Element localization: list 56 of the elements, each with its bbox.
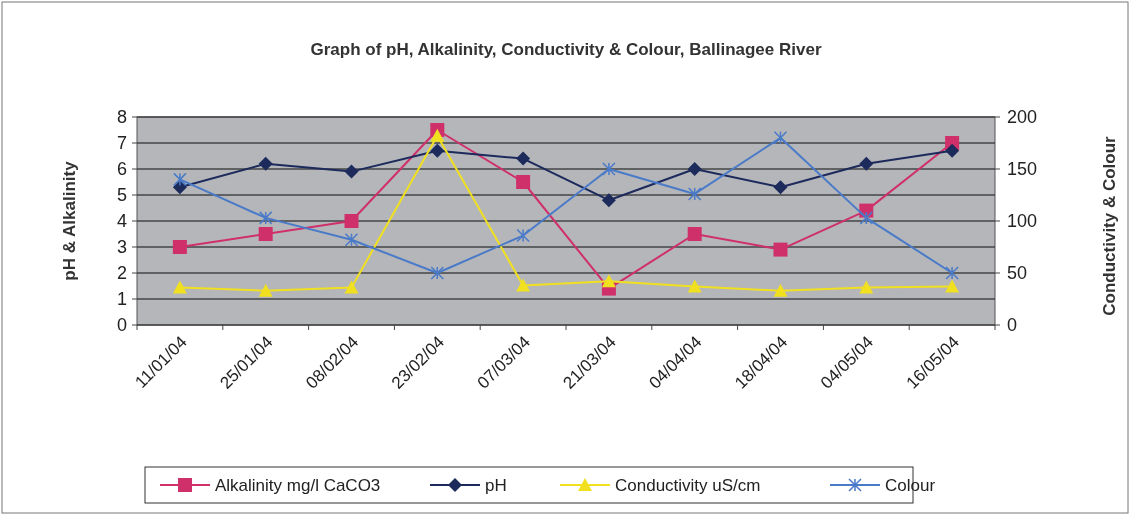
point: [601, 193, 616, 208]
y2-tick-label: 200: [1007, 107, 1038, 128]
point: [430, 266, 445, 280]
y-tick-label: 8: [116, 107, 127, 128]
point: [430, 128, 445, 142]
point: [258, 283, 273, 297]
point: [172, 280, 187, 294]
y-tick-label: 0: [116, 315, 127, 336]
point: [258, 227, 273, 241]
y2-tick-label: 50: [1007, 263, 1028, 284]
y-tick-label: 3: [116, 237, 127, 258]
point: [945, 266, 959, 280]
legend-label: Colour: [885, 475, 936, 495]
point: [945, 143, 960, 158]
y-tick-label: 7: [116, 133, 127, 154]
point: [172, 240, 187, 254]
y-tick-label: 4: [116, 211, 127, 232]
y-axis-title: pH & Alkalinity: [60, 160, 79, 281]
point: [773, 283, 788, 297]
point: [258, 211, 273, 225]
y2-tick-label: 150: [1007, 159, 1038, 180]
point: [344, 232, 359, 247]
legend-label: pH: [485, 475, 507, 495]
point: [859, 280, 874, 294]
point: [516, 228, 530, 243]
y-tick-label: 6: [116, 159, 127, 180]
y-tick-label: 2: [116, 263, 127, 284]
y-tick-label: 5: [116, 185, 127, 206]
point: [687, 227, 702, 241]
legend-label: Conductivity uS/cm: [615, 475, 761, 495]
point: [687, 187, 702, 201]
point: [773, 131, 788, 145]
point: [344, 280, 359, 294]
point: [773, 242, 788, 257]
chart-title: Graph of pH, Alkalinity, Conductivity & Colour, Ballinagee River: [310, 40, 822, 59]
point: [173, 172, 187, 187]
point: [258, 156, 273, 171]
point: [344, 164, 359, 179]
y-tick-label: 1: [116, 289, 127, 310]
point: [687, 279, 702, 293]
point: [430, 143, 445, 158]
point: [773, 180, 788, 195]
point: [945, 279, 960, 293]
point: [516, 278, 531, 292]
point: [859, 211, 874, 225]
y2-axis-title: Conductivity & Colour: [1100, 135, 1119, 316]
y2-tick-label: 0: [1007, 315, 1018, 336]
legend-label: Alkalinity mg/l CaCO3: [215, 475, 381, 495]
y2-tick-label: 100: [1007, 211, 1038, 232]
point: [516, 151, 531, 166]
point: [516, 175, 531, 189]
point: [602, 162, 616, 176]
point: [859, 156, 874, 171]
point: [601, 274, 616, 288]
point: [687, 162, 702, 176]
point: [344, 214, 359, 228]
